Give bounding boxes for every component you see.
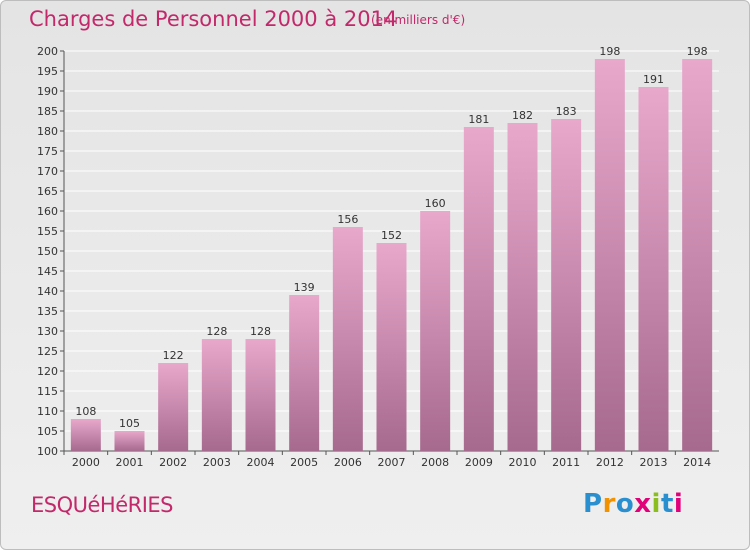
y-tick-label: 160: [37, 205, 58, 218]
bar-value-label: 139: [294, 281, 315, 294]
bars: [70, 59, 713, 451]
x-tick-labels: 2000 2001 2002 2003 2004 2005 2006 2007 2008 2009…: [63, 451, 711, 469]
bar-value-label: 156: [337, 213, 358, 226]
bar: [463, 127, 494, 451]
commune-name: ESQUéHéRIES: [31, 493, 174, 517]
x-tick-label: 2003: [203, 456, 231, 469]
bar: [70, 419, 101, 451]
bar: [551, 119, 582, 451]
y-tick-label: 115: [37, 385, 58, 398]
logo-letter: o: [615, 489, 635, 519]
y-tick-label: 165: [37, 185, 58, 198]
logo-letter: P: [583, 489, 603, 519]
x-tick-label: 2004: [247, 456, 275, 469]
y-tick-label: 120: [37, 365, 58, 378]
bar-value-label: 198: [599, 45, 620, 58]
x-tick-label: 2002: [159, 456, 187, 469]
bar: [376, 243, 407, 451]
x-tick-label: 2007: [378, 456, 406, 469]
x-tick-label: 2000: [72, 456, 100, 469]
y-tick-label: 155: [37, 225, 58, 238]
bar: [201, 339, 232, 451]
bar: [332, 227, 363, 451]
logo-letter: r: [602, 489, 616, 519]
y-tick-labels: 100 105 110 115 120 125 130 135 140 145 150 155 160 1…: [37, 45, 58, 458]
y-tick-label: 150: [37, 245, 58, 258]
bar-value-label: 122: [163, 349, 184, 362]
x-tick-label: 2010: [509, 456, 537, 469]
bar: [114, 431, 145, 451]
bar-value-label: 181: [468, 113, 489, 126]
bar-value-label: 152: [381, 229, 402, 242]
bar: [638, 87, 669, 451]
y-tick-label: 200: [37, 45, 58, 58]
bar: [594, 59, 625, 451]
bar: [245, 339, 276, 451]
x-tick-label: 2005: [290, 456, 318, 469]
x-tick-label: 2008: [421, 456, 449, 469]
y-tick-label: 185: [37, 105, 58, 118]
logo-letter: t: [660, 489, 674, 519]
y-tick-label: 175: [37, 145, 58, 158]
x-tick-label: 2012: [596, 456, 624, 469]
bar-value-label: 128: [250, 325, 271, 338]
logo-letter: i: [651, 489, 661, 519]
x-tick-label: 2011: [552, 456, 580, 469]
x-tick-label: 2013: [640, 456, 668, 469]
bar: [507, 123, 538, 451]
bar-value-label: 198: [687, 45, 708, 58]
bar-value-label: 105: [119, 417, 140, 430]
y-tick-label: 170: [37, 165, 58, 178]
bar: [158, 363, 189, 451]
x-tick-label: 2006: [334, 456, 362, 469]
bar-value-label: 182: [512, 109, 533, 122]
logo-letter: x: [634, 489, 652, 519]
bar: [289, 295, 320, 451]
bar: [420, 211, 451, 451]
y-tick-label: 140: [37, 285, 58, 298]
y-tick-label: 180: [37, 125, 58, 138]
bar-value-label: 128: [206, 325, 227, 338]
chart-title: Charges de Personnel 2000 à 2014: [29, 7, 398, 31]
y-tick-label: 125: [37, 345, 58, 358]
bar-value-label: 183: [556, 105, 577, 118]
y-tick-label: 190: [37, 85, 58, 98]
y-tick-label: 145: [37, 265, 58, 278]
bar: [682, 59, 713, 451]
logo-letter: i: [673, 489, 684, 519]
y-tick-label: 195: [37, 65, 58, 78]
chart-subtitle: (en milliers d'€): [371, 13, 466, 27]
proxiti-logo[interactable]: Proxiti: [583, 489, 683, 519]
y-tick-label: 130: [37, 325, 58, 338]
x-tick-label: 2001: [116, 456, 144, 469]
y-tick-label: 100: [37, 445, 58, 458]
bar-value-label: 191: [643, 73, 664, 86]
bar-value-label: 160: [425, 197, 446, 210]
x-tick-label: 2009: [465, 456, 493, 469]
y-tick-label: 105: [37, 425, 58, 438]
y-tick-label: 110: [37, 405, 58, 418]
bar-value-label: 108: [75, 405, 96, 418]
x-tick-label: 2014: [683, 456, 711, 469]
y-tick-label: 135: [37, 305, 58, 318]
value-labels: 108 105 122 128 128 139 156 152 160 181 182 183 198 1…: [75, 45, 707, 430]
